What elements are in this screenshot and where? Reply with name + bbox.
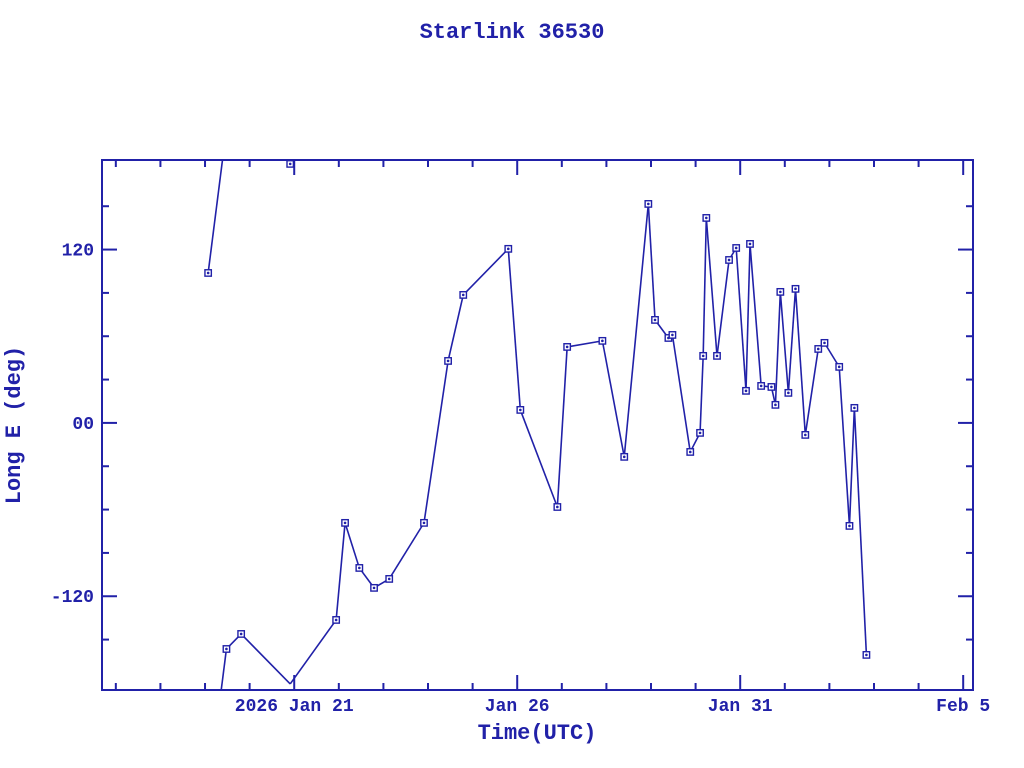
- series-segment: [344, 522, 361, 569]
- x-tick-label: Jan 26: [485, 697, 550, 717]
- data-point-dot: [556, 505, 559, 509]
- series-segment: [716, 259, 730, 356]
- data-point-dot: [804, 433, 807, 437]
- axis-tick-labels: 2026 Jan 21 Jan 26 Jan 31 Feb 5 120 00 -120: [51, 242, 990, 717]
- series-segment: [623, 203, 650, 457]
- series-segment: [601, 340, 626, 458]
- data-point-dot: [343, 521, 347, 525]
- data-point-dot: [748, 242, 752, 246]
- series-segment: [519, 409, 559, 508]
- data-point-dot: [671, 333, 674, 337]
- data-point-dot: [837, 365, 841, 369]
- x-axis-title: Time(UTC): [478, 721, 597, 746]
- series-segment: [804, 348, 820, 436]
- y-tick-label: 120: [62, 242, 94, 262]
- data-point-dot: [853, 406, 856, 410]
- data-point-dot: [823, 341, 826, 345]
- data-point-dot: [519, 408, 522, 412]
- data-point-dot: [622, 455, 626, 459]
- data-point-dot: [653, 318, 657, 322]
- data-point-dot: [358, 566, 361, 570]
- series-segment: [787, 288, 797, 393]
- series-segment: [699, 355, 704, 433]
- data-point-dot: [647, 202, 650, 206]
- data-point-dot: [759, 384, 763, 388]
- data-point-dot: [565, 345, 569, 349]
- plot-border: [101, 159, 974, 691]
- data-point-dot: [770, 385, 773, 389]
- y-tick-label: -120: [51, 588, 94, 608]
- series-segment: [567, 340, 603, 348]
- data-point-dot: [794, 287, 797, 291]
- series-segment: [240, 633, 291, 685]
- series-segment: [671, 334, 692, 453]
- series-segment: [447, 294, 465, 362]
- plot-frame: [101, 159, 974, 691]
- series-segment: [289, 160, 294, 165]
- data-point-dot: [715, 354, 719, 358]
- data-point-dot: [701, 354, 705, 358]
- series-segment: [745, 243, 751, 391]
- chart-title: Starlink 36530: [420, 20, 605, 45]
- data-point-dot: [727, 258, 731, 262]
- data-point-dot: [334, 618, 338, 622]
- x-tick-label: 2026 Jan 21: [235, 697, 354, 717]
- data-point-dot: [206, 271, 210, 275]
- data-point-dot: [239, 632, 243, 636]
- data-point-dot: [288, 162, 292, 166]
- series-segment: [507, 248, 522, 410]
- axis-ticks: [102, 160, 973, 690]
- series-segment: [838, 366, 851, 526]
- series-segment: [774, 291, 782, 405]
- series-segment: [285, 160, 291, 165]
- data-point-dot: [372, 586, 376, 590]
- series-segment: [556, 346, 568, 508]
- series-segment: [735, 247, 747, 391]
- data-point-dot: [422, 521, 426, 525]
- data-point-dot: [601, 339, 604, 343]
- series-segment: [853, 407, 868, 655]
- x-tick-label: Feb 5: [936, 697, 990, 717]
- series-segment: [705, 217, 718, 356]
- data-point-dot: [698, 431, 702, 435]
- data-point-dot: [744, 389, 748, 393]
- series-segment: [220, 648, 228, 690]
- data-point-dot: [774, 403, 777, 407]
- series-segment: [794, 288, 807, 435]
- series-segment: [388, 522, 425, 580]
- series-segment: [823, 342, 840, 368]
- series-segment: [423, 360, 449, 523]
- data-point-dot: [865, 653, 868, 657]
- data-point-dot: [506, 247, 510, 251]
- data-point-dot: [705, 216, 708, 220]
- series-segment: [848, 407, 856, 526]
- series-segment: [647, 203, 656, 320]
- data-point-dot: [688, 450, 692, 454]
- y-axis-title: Long E (deg): [2, 346, 27, 504]
- data-point-dot: [816, 347, 820, 351]
- data-point-dot: [461, 293, 465, 297]
- series-segment: [462, 248, 509, 296]
- data-point-dot: [734, 246, 738, 250]
- data-point-dot: [848, 524, 851, 528]
- series-segment: [779, 291, 790, 393]
- data-series: [204, 160, 871, 690]
- data-point-dot: [446, 359, 450, 363]
- data-point-dot: [387, 577, 391, 581]
- x-tick-label: Jan 31: [708, 697, 773, 717]
- data-point-dot: [225, 647, 228, 651]
- series-segment: [702, 217, 708, 356]
- series-segment: [749, 243, 762, 386]
- series-segment: [289, 619, 337, 685]
- series-segment: [335, 522, 346, 621]
- data-point-dot: [779, 290, 782, 294]
- series-segment: [207, 160, 224, 274]
- data-point-dot: [787, 391, 790, 395]
- y-tick-label: 00: [72, 415, 94, 435]
